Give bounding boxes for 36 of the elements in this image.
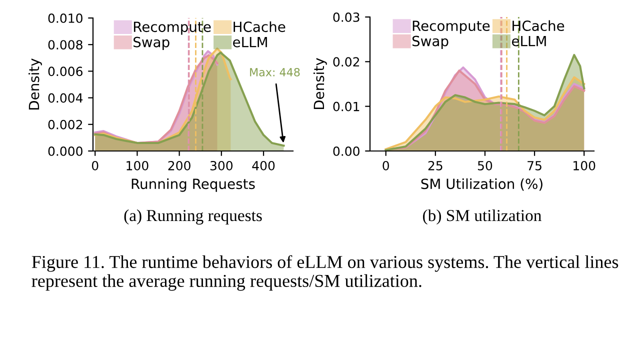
x-tick-label: 200 [168,160,190,170]
x-axis-title: SM Utilization (%) [421,178,542,191]
y-tick-label: 0.02 [333,57,360,67]
x-tick-label: 25 [428,160,442,170]
legend-label: Swap [134,36,170,50]
legend-label: Recompute [412,20,490,34]
x-tick-label: 100 [574,160,596,170]
legend-label: HCache [512,20,564,32]
x-tick-label: 300 [210,160,233,170]
annotation: Max: 448 [250,68,300,76]
y-tick-label: 0.01 [333,102,360,112]
legend-label: Swap [412,36,448,49]
y-axis-title: Density [313,58,327,110]
y-tick-label: 0.008 [48,40,82,50]
y-tick-label: 0.002 [48,120,82,130]
text: (b) SM utilization [423,209,542,225]
y-tick-label: 0.004 [48,93,83,103]
x-tick-label: 100 [126,160,148,170]
y-axis-title: Density [28,58,42,110]
legend-label: eLLM [233,36,267,48]
caption: Figure 11. The runtime behaviors of eLLM on various systems. The vertical lines represent the average running requests/SM utilization. [32,255,618,291]
x-tick-label: 0 [92,160,98,170]
y-tick-label: 0.000 [48,146,82,156]
x-axis-title: Running Requests [132,178,255,192]
x-tick-label: 75 [528,161,542,170]
legend-label: HCache [234,21,286,32]
y-tick-label: 0.006 [48,66,82,76]
y-tick-label: 0.00 [333,146,360,156]
y-tick-label: 0.03 [333,12,360,22]
text: (a) Running requests [124,209,262,225]
legend-label: eLLM [512,36,546,46]
x-tick-label: 50 [478,160,492,170]
y-tick-label: 0.010 [48,13,82,23]
legend-label: Recompute [134,22,211,35]
x-tick-label: 400 [252,160,275,170]
x-tick-label: 0 [382,160,390,170]
